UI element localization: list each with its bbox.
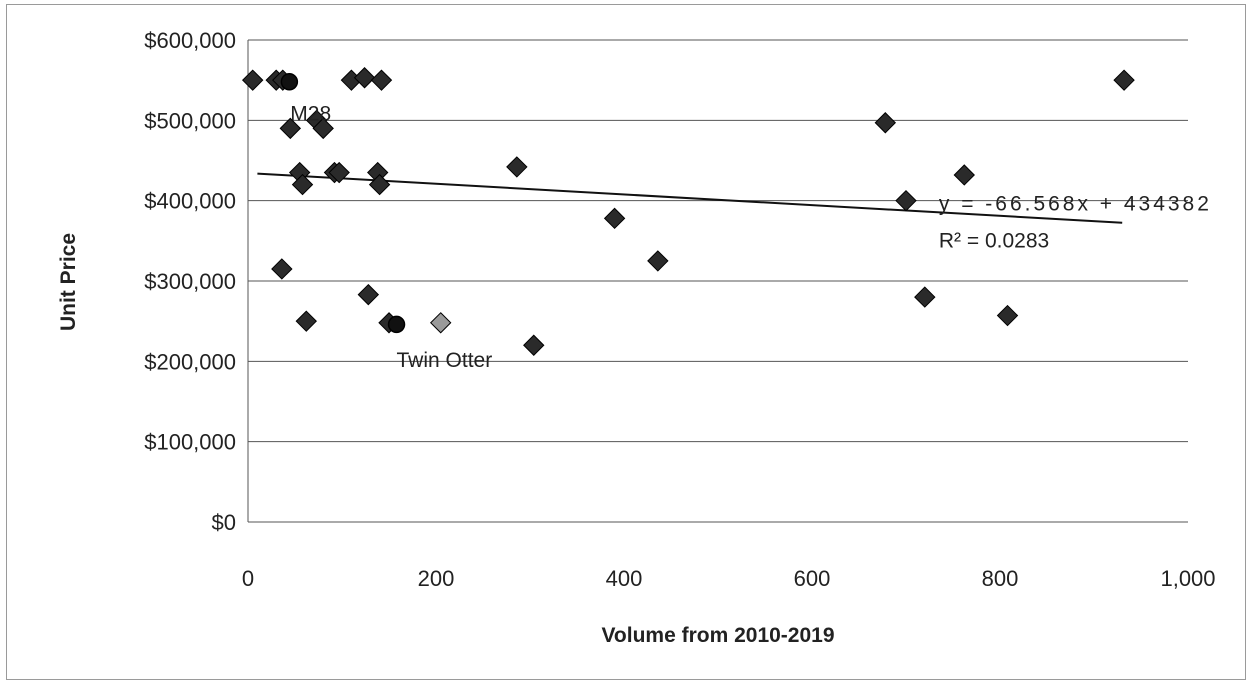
highlight-point [387, 315, 406, 334]
data-point [271, 258, 293, 280]
chart-annotation: M28 [290, 102, 331, 125]
x-tick-label: 0 [242, 566, 254, 591]
x-tick-labels: 0 200 400 600 800 1,000 [242, 566, 1216, 591]
axes [247, 40, 1188, 523]
data-point [312, 117, 334, 140]
y-tick-label: $600,000 [144, 28, 236, 53]
y-tick-label: $400,000 [144, 189, 236, 214]
x-tick-label: 800 [982, 566, 1019, 591]
annotations: M28 Twin Otter y = -66.568x + 434382 R² = 0… [290, 102, 1209, 372]
data-point [895, 189, 917, 212]
data-point [357, 283, 380, 306]
chart-frame [6, 4, 1246, 680]
chart-annotation: R² = 0.0283 [939, 229, 1049, 252]
gridlines [248, 39, 1188, 443]
data-point [953, 164, 975, 186]
chart-annotation: y = -66.568x + 434382 [939, 192, 1209, 215]
chart-annotation: Twin Otter [397, 349, 493, 372]
x-axis-title: Volume from 2010-2019 [601, 624, 834, 647]
y-tick-labels: $0 $100,000 $200,000 $300,000 $400,000 $500,0… [144, 28, 236, 535]
data-point [1113, 69, 1135, 91]
y-tick-label: $300,000 [144, 269, 236, 294]
y-tick-label: $500,000 [144, 108, 236, 133]
trendline [257, 172, 1123, 224]
data-point [647, 250, 669, 272]
y-axis-title: Unit Price [57, 233, 80, 331]
data-point [353, 67, 376, 89]
data-point [370, 69, 393, 91]
data-point [506, 156, 528, 178]
highlight-point [280, 73, 299, 91]
data-point [291, 173, 314, 196]
y-tick-label: $100,000 [144, 430, 236, 455]
data-point [328, 161, 350, 184]
data-point [914, 286, 936, 308]
x-tick-label: 600 [794, 566, 831, 591]
data-point [241, 69, 264, 91]
x-tick-label: 400 [606, 566, 643, 591]
light-data-point [429, 312, 452, 334]
data-point [996, 304, 1019, 327]
y-tick-label: $200,000 [144, 349, 236, 374]
y-tick-label: $0 [212, 510, 236, 535]
x-tick-label: 200 [418, 566, 455, 591]
data-point [295, 310, 317, 332]
data-point [874, 112, 897, 134]
data-point [523, 334, 545, 356]
data-points [241, 67, 1135, 356]
data-point [603, 207, 626, 230]
trendline-group [257, 172, 1123, 224]
data-point [368, 173, 391, 196]
x-tick-label: 1,000 [1160, 566, 1215, 591]
data-point [279, 117, 302, 140]
